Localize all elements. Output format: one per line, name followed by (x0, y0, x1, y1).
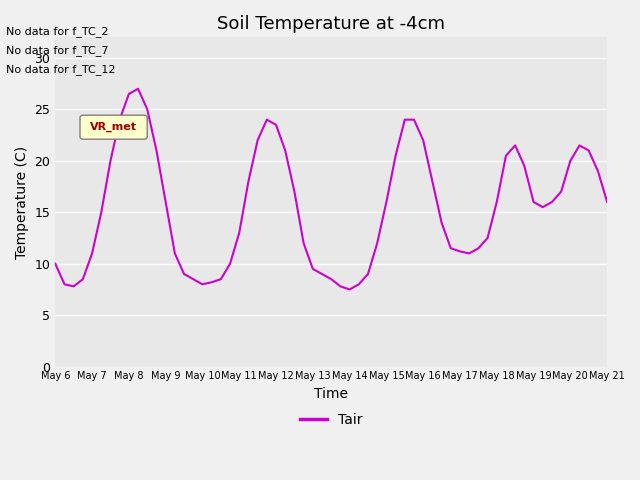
Text: No data for f_TC_7: No data for f_TC_7 (6, 45, 109, 56)
Title: Soil Temperature at -4cm: Soil Temperature at -4cm (217, 15, 445, 33)
Text: No data for f_TC_12: No data for f_TC_12 (6, 64, 116, 75)
Text: VR_met: VR_met (90, 122, 138, 132)
X-axis label: Time: Time (314, 387, 348, 401)
FancyBboxPatch shape (80, 115, 147, 139)
Legend: Tair: Tair (294, 407, 369, 432)
Text: No data for f_TC_2: No data for f_TC_2 (6, 25, 109, 36)
Y-axis label: Temperature (C): Temperature (C) (15, 145, 29, 259)
